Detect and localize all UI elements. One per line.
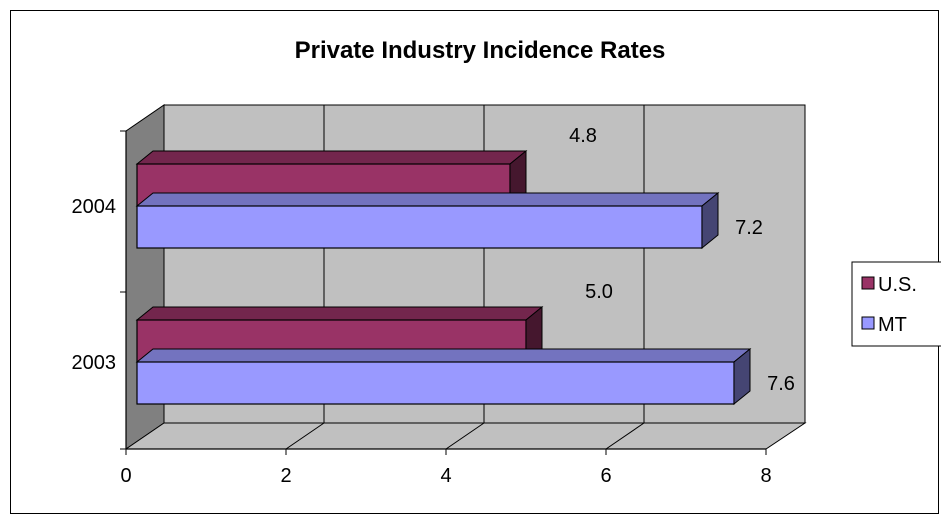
legend-label-us: U.S. (878, 274, 917, 296)
plot-area: 0 2 4 6 8 2003 5.0 7.6 2004 4.8 7.2 (72, 104, 807, 487)
gridline-floor (285, 422, 325, 450)
data-label-mt-2003: 7.6 (767, 373, 795, 395)
bar-side-mt-2003 (733, 347, 751, 406)
gridline-floor (605, 422, 645, 450)
legend: U.S. MT (851, 261, 941, 347)
y-tick-label: 2003 (72, 352, 117, 374)
data-label-mt-2004: 7.2 (735, 217, 763, 239)
bar-side-mt-2004 (701, 191, 719, 250)
legend-swatch-mt (861, 316, 875, 330)
y-tick-label: 2004 (72, 196, 117, 218)
bar-top-mt-2004 (135, 192, 720, 207)
x-tick-label: 2 (280, 465, 291, 487)
legend-box (851, 261, 941, 347)
x-tick-label: 6 (600, 465, 611, 487)
x-tick-label: 4 (440, 465, 451, 487)
bar-mt-2004 (136, 205, 703, 249)
bar-mt-2003 (136, 361, 735, 405)
gridline-floor (445, 422, 485, 450)
data-label-u-s-2003: 5.0 (585, 281, 613, 303)
x-tick-label: 0 (120, 465, 131, 487)
bar-top-u-s-2004 (135, 150, 528, 165)
bar-top-u-s-2003 (135, 306, 544, 321)
data-label-u-s-2004: 4.8 (569, 125, 597, 147)
legend-label-mt: MT (878, 314, 907, 336)
chart-title: Private Industry Incidence Rates (295, 37, 666, 64)
bar-top-mt-2003 (135, 348, 752, 363)
legend-swatch-us (861, 276, 875, 290)
x-tick-label: 8 (760, 465, 771, 487)
